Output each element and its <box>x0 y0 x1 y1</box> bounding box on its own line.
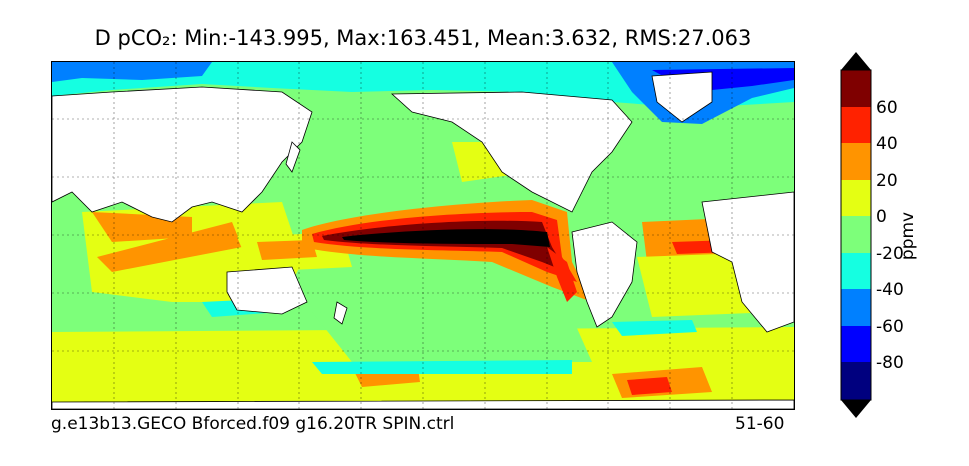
colorbar-tick-40: 40 <box>876 134 898 154</box>
colorbar-swatch-8 <box>841 70 871 107</box>
peru-upwelling <box>547 247 577 302</box>
south-cyan-atlantic <box>612 320 697 336</box>
africa <box>701 191 794 333</box>
south-pacific-green <box>312 312 592 362</box>
colorbar-over-triangle <box>841 52 871 70</box>
colorbar-swatch-4 <box>841 216 871 253</box>
antarctica <box>52 399 794 409</box>
eurasia <box>52 86 313 223</box>
land <box>52 71 794 409</box>
south-america <box>571 221 638 328</box>
colorbar-tick-60: 60 <box>876 98 898 118</box>
antarctic-red <box>627 377 672 395</box>
colorbar-tick-neg80: -80 <box>876 353 904 373</box>
antarctic-cyan <box>312 360 572 374</box>
years-label: 51-60 <box>735 414 785 434</box>
colorbar-swatch-7 <box>841 107 871 143</box>
bay-bengal-orange <box>97 222 242 272</box>
colorbar-unit-label: ppmv <box>898 211 918 261</box>
colorbar-swatch-6 <box>841 143 871 180</box>
colorbar-swatch-3 <box>841 253 871 289</box>
new-zealand <box>333 301 348 325</box>
map-panel <box>51 61 795 410</box>
eq-pacific-black <box>342 229 550 247</box>
colorbar-tick-20: 20 <box>876 171 898 191</box>
co2-map <box>52 62 794 409</box>
arctic-blue-west <box>52 62 212 82</box>
colorbar-swatch-0 <box>841 362 871 400</box>
colorbar-swatch-2 <box>841 289 871 326</box>
greenland <box>651 71 713 123</box>
map-title: D pCO₂: Min:-143.995, Max:163.451, Mean:… <box>94 26 752 50</box>
colorbar-tick-neg40: -40 <box>876 280 904 300</box>
arctic-cyan-band <box>52 62 794 108</box>
colorbar-tick-neg60: -60 <box>876 317 904 337</box>
colorbar <box>840 52 872 418</box>
colorbar-swatch-1 <box>841 326 871 362</box>
colorbar-tick-0: 0 <box>876 207 887 227</box>
japan <box>285 141 301 173</box>
graticule <box>52 62 794 409</box>
colorbar-under-triangle <box>841 400 871 418</box>
north-america <box>390 91 633 213</box>
experiment-label: g.e13b13.GECO Bforced.f09 g16.20TR SPIN.… <box>51 414 455 434</box>
australia <box>226 266 308 315</box>
colorbar-swatch-5 <box>841 180 871 216</box>
colorbar-tick-neg20: -20 <box>876 244 904 264</box>
